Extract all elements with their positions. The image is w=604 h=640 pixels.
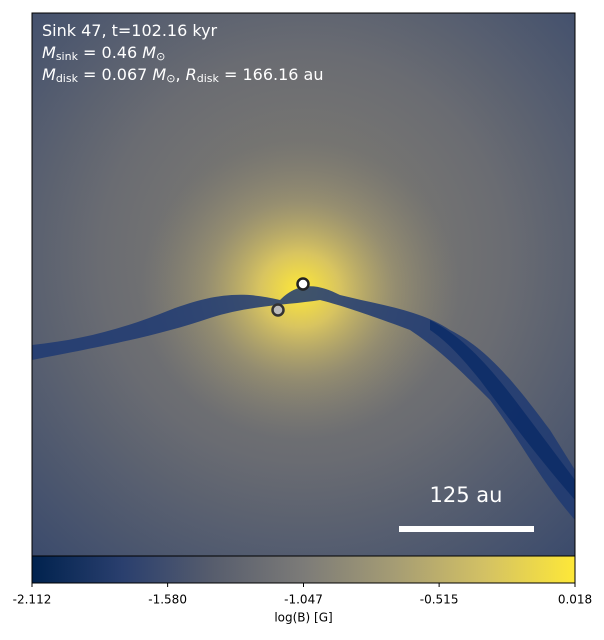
- tick-label: -0.515: [420, 593, 459, 607]
- scale-bar: [399, 526, 534, 532]
- sink: [271, 303, 285, 317]
- colorbar-label: log(B) [G]: [274, 611, 332, 625]
- scale-bar-label: 125 au: [430, 483, 503, 507]
- tick-label: -1.580: [148, 593, 187, 607]
- tick-label: 0.018: [558, 593, 592, 607]
- image: [32, 13, 575, 556]
- annotation: Mdisk = 0.067 M⊙, Rdisk = 166.16 au: [42, 65, 323, 86]
- tick-label: -2.112: [13, 593, 52, 607]
- sink: [296, 277, 310, 291]
- annotation: Sink 47, t=102.16 kyr: [42, 21, 218, 40]
- colorbar: [31, 555, 576, 584]
- tick-label: -1.047: [284, 593, 323, 607]
- annotation: Msink = 0.46 M⊙: [42, 43, 165, 64]
